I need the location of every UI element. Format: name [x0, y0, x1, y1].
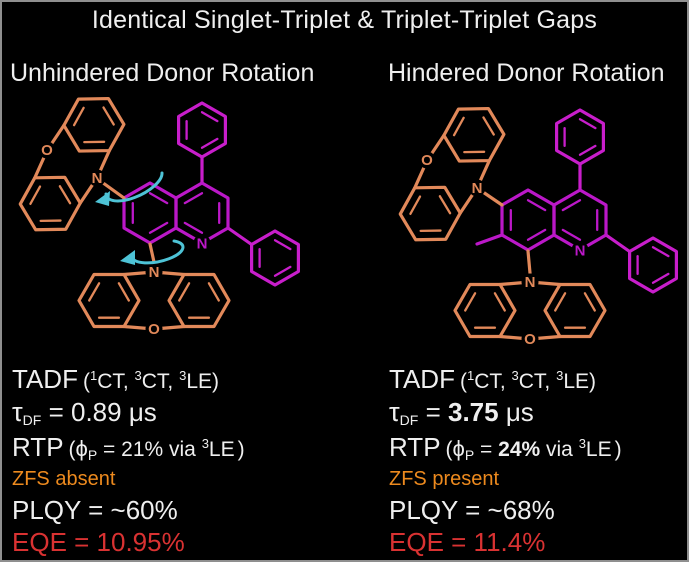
rotation-arrow-top-icon — [95, 171, 164, 206]
zfs-status: ZFS present — [389, 468, 500, 490]
equals-sign: = — [418, 397, 448, 427]
via-text: via — [540, 438, 579, 461]
top-donor-oxygen-label: O — [41, 142, 53, 159]
quinoline-acceptor-core — [122, 101, 300, 287]
state-le: LE — [585, 438, 612, 461]
rtp-value: 21% — [121, 438, 164, 461]
phi-symbol: ϕ — [75, 436, 88, 461]
left-panel-heading: Unhindered Donor Rotation — [10, 59, 315, 87]
state-ct3: CT, — [518, 370, 557, 393]
state-ct3: CT, — [141, 370, 180, 393]
state-le: LE — [208, 438, 235, 461]
equals-sign: = — [41, 397, 71, 427]
phenyl-ring-top — [177, 101, 227, 159]
tau-unit: μs — [498, 397, 534, 427]
paren-open: ( — [459, 370, 467, 393]
right-molecule-structure: N N O N O — [389, 93, 679, 348]
tadf-states: (1CT, 3CT, 3LE) — [82, 368, 220, 393]
rtp-line: RTP (ϕP = 24% via 3LE) — [389, 429, 622, 465]
paren-close: ) — [614, 438, 622, 461]
tau-symbol: τ — [389, 397, 400, 427]
phenoxazine-donor-top — [9, 90, 135, 246]
tau-value: 0.89 — [70, 397, 122, 427]
state-le: LE — [563, 370, 590, 393]
phi-symbol: ϕ — [452, 436, 465, 461]
equals-sign: = — [474, 438, 499, 461]
rtp-line: RTP (ϕP = 21% via 3LE) — [12, 429, 245, 465]
tau-value: 3.75 — [447, 397, 499, 427]
paren-open: ( — [68, 438, 76, 461]
tau-df-line: τDF = 3.75 μs — [389, 396, 622, 429]
phenyl-ring-right — [250, 229, 300, 287]
phenoxazine-donor-top — [389, 93, 515, 256]
paren-close: ) — [589, 370, 597, 393]
tau-unit: μs — [121, 397, 157, 427]
state-ct1: CT, — [474, 370, 512, 393]
tadf-label: TADF — [389, 364, 455, 394]
paren-open: ( — [445, 438, 453, 461]
rtp-detail: (ϕP = 21% via 3LE) — [68, 436, 245, 463]
pyridine-nitrogen-label: N — [575, 243, 586, 260]
left-molecule-structure: N N O N O — [9, 90, 300, 338]
methyl-group-bond — [475, 233, 504, 246]
state-sup: 3 — [578, 436, 586, 451]
phi-subscript: P — [87, 447, 98, 463]
tadf-line: TADF (1CT, 3CT, 3LE) — [12, 362, 245, 396]
rotation-arrow-bottom-icon — [120, 239, 185, 265]
top-donor-nitrogen-label: N — [472, 180, 483, 197]
state-sup: 1 — [466, 368, 475, 383]
right-panel-heading: Hindered Donor Rotation — [388, 59, 665, 87]
quinoline-acceptor-core — [475, 108, 679, 294]
eqe-value: EQE = 11.4% — [389, 527, 546, 557]
tau-subscript: DF — [22, 412, 42, 428]
right-stats-block: TADF (1CT, 3CT, 3LE) τDF = 3.75 μs RTP (ϕP… — [389, 362, 622, 558]
paren-close: ) — [237, 438, 245, 461]
phenyl-ring-top — [554, 108, 606, 166]
tadf-label: TADF — [12, 364, 78, 394]
tau-df-line: τDF = 0.89 μs — [12, 396, 245, 429]
bottom-donor-oxygen-label: O — [524, 331, 536, 348]
pyridine-nitrogen-label: N — [197, 236, 208, 253]
state-sup: 3 — [556, 368, 564, 383]
state-sup: 1 — [89, 368, 98, 383]
state-sup: 3 — [511, 368, 519, 383]
figure-title: Identical Singlet-Triplet & Triplet-Trip… — [91, 6, 598, 34]
zfs-status: ZFS absent — [12, 468, 116, 490]
bottom-donor-nitrogen-label: N — [149, 264, 160, 281]
top-donor-oxygen-label: O — [421, 152, 433, 169]
tadf-states: (1CT, 3CT, 3LE) — [459, 368, 597, 393]
eqe-value: EQE = 10.95% — [12, 527, 185, 557]
rtp-label: RTP — [12, 432, 64, 462]
state-le: LE — [186, 370, 213, 393]
state-ct1: CT, — [97, 370, 135, 393]
bottom-donor-nitrogen-label: N — [525, 274, 536, 291]
tau-symbol: τ — [12, 397, 23, 427]
rtp-detail: (ϕP = 24% via 3LE) — [445, 436, 622, 463]
phenoxazine-donor-bottom — [77, 242, 231, 331]
state-sup: 3 — [179, 368, 187, 383]
rtp-label: RTP — [389, 432, 441, 462]
phenyl-ring-right — [627, 236, 679, 294]
rtp-value: 24% — [498, 438, 541, 461]
state-sup: 3 — [134, 368, 142, 383]
top-donor-nitrogen-label: N — [92, 170, 103, 187]
state-sup: 3 — [201, 436, 209, 451]
phi-subscript: P — [464, 447, 475, 463]
left-stats-block: TADF (1CT, 3CT, 3LE) τDF = 0.89 μs RTP (ϕP… — [12, 362, 245, 558]
phenoxazine-donor-bottom — [453, 249, 607, 341]
plqy-value: PLQY = ~60% — [12, 495, 178, 525]
via-text: via — [163, 438, 202, 461]
bottom-donor-oxygen-label: O — [148, 321, 160, 338]
plqy-value: PLQY = ~68% — [389, 495, 555, 525]
paren-open: ( — [82, 370, 90, 393]
paren-close: ) — [212, 370, 220, 393]
equals-sign: = — [97, 438, 122, 461]
tau-subscript: DF — [399, 412, 419, 428]
tadf-line: TADF (1CT, 3CT, 3LE) — [389, 362, 622, 396]
